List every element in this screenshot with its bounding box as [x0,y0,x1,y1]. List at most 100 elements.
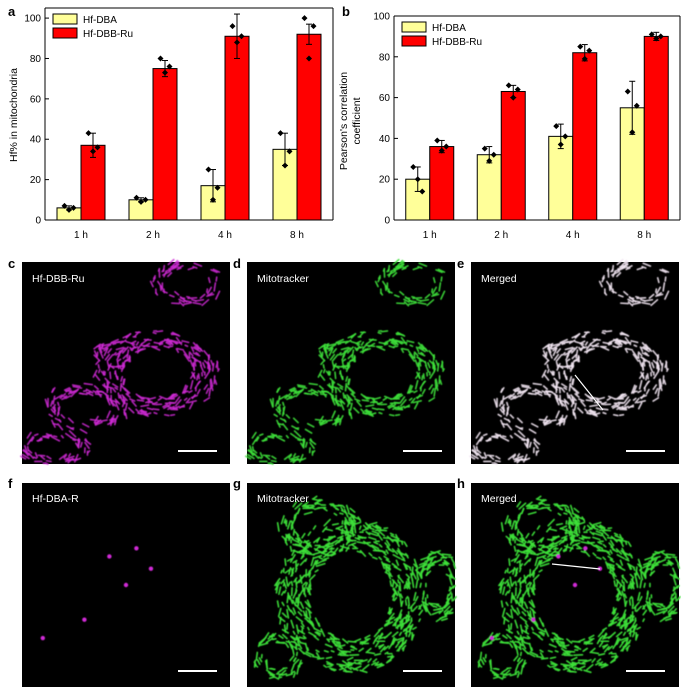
mitochondria-signal [344,517,350,525]
mitochondria-signal [292,559,298,564]
mitochondria-signal [318,350,323,358]
mitochondria-signal [610,655,619,663]
magenta-signal [47,435,51,439]
colocalized-signal [611,290,617,294]
chart-a-data-point [205,166,212,173]
mitochondria-signal [310,556,315,567]
mitochondria-signal [529,607,536,614]
mitochondria-signal [268,676,276,680]
magenta-signal [155,291,159,296]
mitochondria-signal [516,549,527,555]
magenta-signal [143,342,151,348]
magenta-signal [94,419,102,426]
colocalized-signal [652,359,660,367]
mitochondria-signal [387,270,397,276]
mitochondria-signal [546,559,551,562]
mitochondria-signal [340,350,349,356]
mitochondria-signal [637,591,641,602]
mitochondria-signal [329,353,336,361]
magenta-signal [217,368,220,373]
mitochondria-signal [331,361,335,369]
mitochondria-signal [290,572,294,577]
mitochondria-signal [640,565,643,571]
mitochondria-signal [547,557,554,561]
micrograph-c-label: Hf-DBB-Ru [32,273,85,285]
mitochondria-signal [422,563,428,568]
mitochondria-signal [295,436,305,442]
mitochondria-signal [601,549,611,553]
mitochondria-signal [583,669,592,674]
mitochondria-signal [403,584,406,590]
mitochondria-signal [554,547,559,551]
chart-a-y-tick-label: 100 [24,14,41,25]
mitochondria-signal [294,578,298,588]
magenta-signal [85,388,94,394]
colocalized-signal [648,293,655,299]
mitochondria-signal [538,617,544,627]
mitochondria-signal [522,636,530,640]
mitochondria-signal [321,389,327,398]
colocalized-signal [641,357,650,363]
mitochondria-signal [403,624,413,631]
chart-a-y-axis-label: Hf% in mitochondria [8,68,20,162]
mitochondria-signal [300,389,304,393]
micrograph-d: Mitotracker [245,258,455,465]
mitochondria-signal [495,638,501,641]
mitochondria-signal [523,544,531,550]
colocalized-signal [478,435,483,442]
mitochondria-signal [502,669,511,677]
magenta-signal [196,388,201,395]
magenta-signal [126,390,130,395]
mitochondria-signal [314,502,319,506]
colocalized-signal [470,453,479,460]
colocalized-signal [601,331,606,335]
colocalized-signal [500,406,506,412]
mitochondria-signal [539,562,550,568]
mitochondria-signal [590,523,596,528]
magenta-signal [59,393,67,399]
mitochondria-signal [299,544,307,550]
mitochondria-signal [635,578,639,589]
colocalized-signal [636,266,644,271]
mitochondria-signal [623,593,628,599]
mitochondria-signal [313,635,320,641]
colocalized-signal [506,423,513,431]
colocalized-signal [664,276,667,282]
mitochondria-signal [432,365,436,373]
mitochondria-signal [313,547,322,553]
colocalized-signal [663,379,667,385]
mitochondria-signal [368,521,378,526]
colocalized-signal [607,395,616,400]
mitochondria-signal [286,397,292,401]
chart-a-data-point [157,55,164,62]
mitochondria-signal [318,556,323,560]
colocalized-signal [501,435,507,438]
mitochondria-signal [305,552,315,556]
magenta-signal [147,396,157,401]
magenta-signal [183,299,192,303]
colocalized-signal [623,396,630,404]
mitochondria-signal [339,512,344,515]
mitochondria-signal [522,588,528,598]
chart-a-data-point [282,162,288,169]
colocalized-signal [559,418,566,423]
magenta-signal [115,346,125,351]
mitochondria-signal [404,599,408,606]
mitochondria-signal [676,584,680,589]
mitochondria-signal [383,645,390,651]
magenta-signal [175,348,180,354]
mitochondria-signal [255,651,259,661]
colocalized-signal [620,259,628,268]
mitochondria-signal [632,584,635,590]
mitochondria-signal [519,636,526,643]
mitochondria-signal [419,582,422,588]
mitochondria-signal [430,387,435,395]
magenta-signal [184,344,189,348]
mitochondria-signal [396,331,406,337]
mitochondria-signal [256,659,261,666]
magenta-signal [26,445,30,452]
mitochondria-signal [320,552,331,557]
mitochondria-signal [440,361,444,368]
mitochondria-signal [374,661,380,667]
mitochondria-signal [550,665,557,668]
